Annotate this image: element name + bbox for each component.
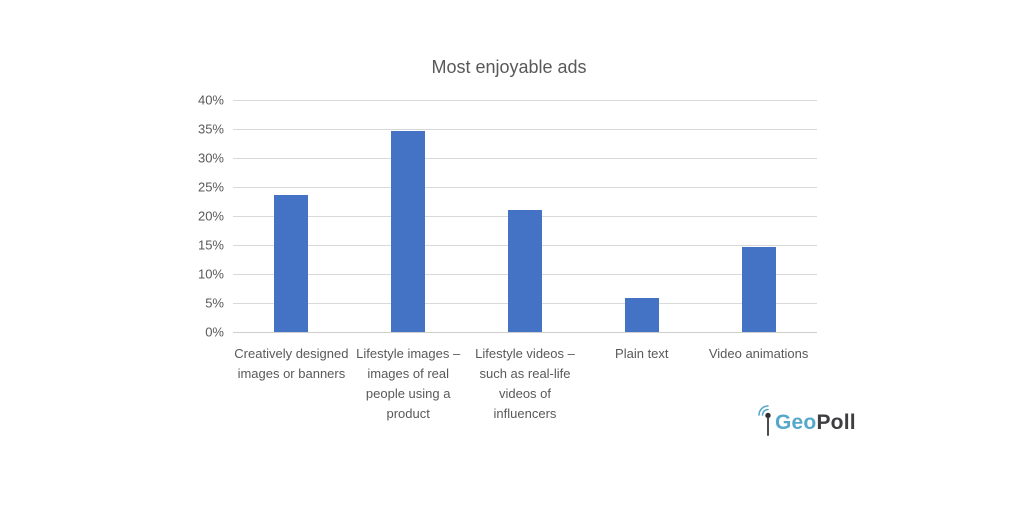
y-tick-label-35: 35% [197, 121, 224, 137]
x-category-label-0: Creatively designed images or banners [234, 346, 349, 381]
y-tick-label-15: 15% [197, 237, 224, 253]
bar-3 [624, 298, 659, 332]
antenna-signal-icon [758, 405, 771, 436]
x-category-label-2: Lifestyle videos – such as real-life vid… [475, 346, 575, 421]
gridline-30 [233, 158, 817, 159]
x-category-label-1: Lifestyle images – images of real people… [356, 346, 461, 421]
logo-text-geo: Geo [775, 411, 817, 434]
y-tick-label-20: 20% [197, 208, 224, 224]
y-tick-label-30: 30% [197, 150, 224, 166]
bar-2 [508, 210, 542, 332]
bar-1 [391, 130, 426, 332]
bar-4 [741, 246, 776, 332]
x-category-label-3: Plain text [615, 346, 669, 361]
y-tick-label-5: 5% [205, 295, 224, 311]
y-tick-label-40: 40% [197, 92, 224, 108]
x-category-label-4: Video animations [708, 346, 809, 361]
y-tick-label-25: 25% [197, 179, 224, 195]
plot-area: 0% 5% 10% 15% 20% 25% 30% 35% 40% Creatively desi… [198, 94, 817, 421]
gridline-35 [233, 129, 817, 130]
gridline-25 [233, 187, 817, 188]
gridline-0 [233, 332, 817, 333]
chart-title: Most enjoyable ads [431, 57, 587, 77]
bar-0 [274, 194, 309, 332]
logo-text-poll: Poll [816, 411, 856, 434]
gridline-40 [233, 100, 817, 101]
y-tick-label-10: 10% [197, 266, 224, 282]
logo-text: GeoPoll [775, 411, 856, 435]
geopoll-logo: GeoPoll [752, 402, 856, 442]
y-tick-label-0: 0% [205, 324, 224, 340]
